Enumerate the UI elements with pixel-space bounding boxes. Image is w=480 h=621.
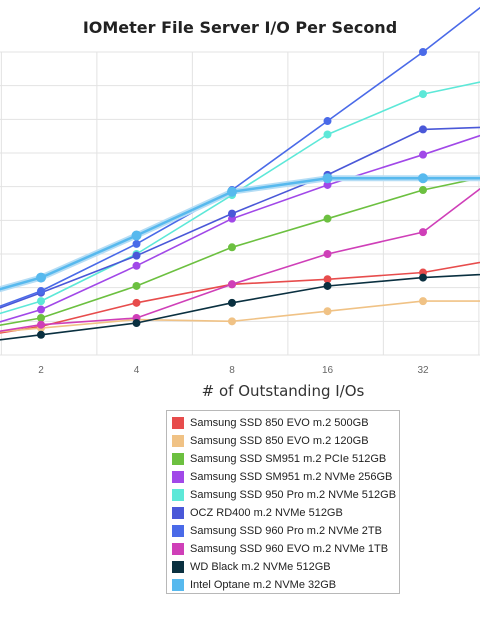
legend-label: Intel Optane m.2 NVMe 32GB [190, 579, 337, 591]
legend-swatch [172, 561, 184, 573]
series-group [0, 173, 480, 293]
data-point [132, 261, 141, 270]
data-point [37, 297, 45, 306]
legend-item: Samsung SSD SM951 m.2 NVMe 256GB [172, 468, 399, 486]
legend-swatch [172, 507, 184, 519]
legend-item: Samsung SSD 850 EVO m.2 120GB [172, 432, 399, 450]
x-tick-labels: 2 4 8 16 32 [38, 365, 429, 376]
legend-label: Samsung SSD 850 EVO m.2 500GB [190, 417, 369, 429]
legend-label: Samsung SSD 960 Pro m.2 NVMe 2TB [190, 525, 382, 537]
x-tick-label: 4 [134, 365, 140, 376]
legend-item: WD Black m.2 NVMe 512GB [172, 558, 399, 576]
x-tick-label: 2 [38, 365, 44, 376]
legend-item: Intel Optane m.2 NVMe 32GB [172, 576, 399, 594]
data-point [419, 48, 427, 56]
legend-label: Samsung SSD 850 EVO m.2 120GB [190, 435, 369, 447]
legend-item: Samsung SSD 960 Pro m.2 NVMe 2TB [172, 522, 399, 540]
x-tick-label: 32 [417, 365, 429, 376]
data-point [323, 117, 332, 126]
legend-swatch [172, 453, 184, 465]
data-point [132, 251, 141, 260]
data-point [419, 273, 427, 282]
data-point [419, 228, 427, 237]
legend: Samsung SSD 850 EVO m.2 500GB Samsung SSD… [166, 410, 400, 594]
data-point [132, 239, 141, 248]
data-point [132, 319, 141, 328]
data-point [227, 186, 237, 197]
data-point [419, 150, 427, 159]
series-group [0, 177, 480, 327]
data-point [419, 186, 427, 195]
data-point [323, 250, 332, 258]
data-point [323, 180, 332, 189]
legend-item: Samsung SSD 960 EVO m.2 NVMe 1TB [172, 540, 399, 558]
legend-swatch [172, 579, 184, 591]
data-point [323, 130, 332, 139]
legend-swatch [172, 435, 184, 447]
legend-label: Samsung SSD 960 EVO m.2 NVMe 1TB [190, 543, 389, 555]
data-point [228, 317, 236, 326]
legend-swatch [172, 489, 184, 501]
data-point [37, 313, 45, 322]
data-point [37, 305, 45, 314]
data-point [228, 243, 236, 252]
x-tick-label: 8 [229, 365, 235, 376]
data-point [37, 330, 45, 339]
data-point [228, 209, 236, 218]
series-lines [0, 6, 480, 341]
data-point [132, 281, 141, 290]
series-group [0, 273, 480, 341]
data-point [131, 230, 142, 241]
legend-item: Samsung SSD 950 Pro m.2 NVMe 512GB [172, 486, 399, 504]
data-point [37, 320, 45, 329]
grid-lines [0, 51, 480, 356]
data-point [132, 298, 141, 307]
legend-swatch [172, 543, 184, 555]
data-point [37, 287, 45, 296]
data-point [419, 125, 427, 134]
legend-label: Samsung SSD SM951 m.2 NVMe 256GB [190, 471, 393, 483]
legend-swatch [172, 525, 184, 537]
data-point [419, 297, 427, 306]
data-point [322, 173, 333, 184]
legend-label: Samsung SSD 950 Pro m.2 NVMe 512GB [190, 489, 397, 501]
x-axis-label: # of Outstanding I/Os [201, 382, 365, 400]
series-group [0, 187, 480, 333]
data-point [228, 280, 236, 289]
legend-swatch [172, 471, 184, 483]
legend-item: Samsung SSD SM951 m.2 PCIe 512GB [172, 450, 399, 468]
legend-item: OCZ RD400 m.2 NVMe 512GB [172, 504, 399, 522]
data-point [418, 173, 428, 184]
legend-label: Samsung SSD SM951 m.2 PCIe 512GB [190, 453, 387, 465]
data-point [419, 90, 427, 99]
data-point [323, 281, 332, 290]
data-point [323, 275, 332, 284]
legend-swatch [172, 417, 184, 429]
data-point [323, 214, 332, 223]
legend-item: Samsung SSD 850 EVO m.2 500GB [172, 414, 399, 432]
legend-label: WD Black m.2 NVMe 512GB [190, 561, 331, 573]
data-point [36, 272, 46, 283]
legend-label: OCZ RD400 m.2 NVMe 512GB [190, 507, 343, 519]
data-point [323, 307, 332, 316]
plot-background [0, 52, 480, 355]
x-tick-label: 16 [322, 365, 334, 376]
data-point [228, 298, 236, 307]
chart-title: IOMeter File Server I/O Per Second [82, 18, 398, 37]
